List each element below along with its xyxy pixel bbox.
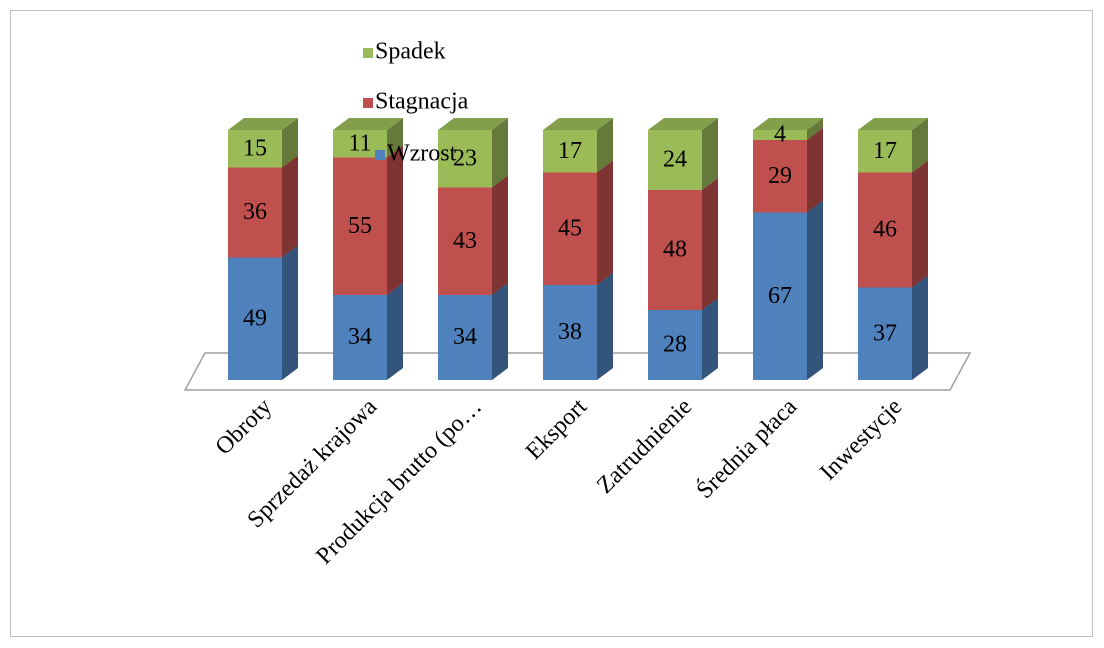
bar-side xyxy=(387,145,403,295)
data-label: 34 xyxy=(453,324,477,350)
bar xyxy=(228,130,282,168)
bar-side xyxy=(807,200,823,380)
bar xyxy=(543,172,597,285)
bar-top xyxy=(858,118,928,130)
data-label: 15 xyxy=(243,135,267,161)
data-label: 67 xyxy=(768,283,792,309)
bar xyxy=(438,130,492,188)
bar xyxy=(753,212,807,380)
bar-side xyxy=(597,160,613,285)
bar xyxy=(858,287,912,380)
bar-side xyxy=(597,273,613,380)
bar-side xyxy=(492,118,508,188)
data-label: 36 xyxy=(243,199,267,225)
bar-side xyxy=(597,118,613,173)
legend-swatch xyxy=(375,150,385,160)
bar-side xyxy=(492,283,508,380)
bar-side xyxy=(702,298,718,380)
bar xyxy=(858,172,912,288)
bar xyxy=(438,295,492,380)
bar-side xyxy=(282,245,298,380)
bar xyxy=(648,130,702,190)
bar-side xyxy=(702,178,718,310)
bar-side xyxy=(387,118,403,158)
bar xyxy=(543,130,597,173)
bar xyxy=(648,310,702,380)
bar-side xyxy=(807,118,823,140)
bar-top xyxy=(438,118,508,130)
bar xyxy=(753,130,807,140)
bar-top xyxy=(228,118,298,130)
data-label: 24 xyxy=(663,147,687,173)
data-label: 46 xyxy=(873,217,897,243)
bar-side xyxy=(912,275,928,380)
bar-side xyxy=(492,175,508,295)
bar-side xyxy=(387,283,403,380)
bar-top xyxy=(333,118,403,130)
bar xyxy=(858,130,912,173)
data-label: 17 xyxy=(558,138,582,164)
legend-swatch xyxy=(363,48,373,58)
data-label: 43 xyxy=(453,228,477,254)
data-label: 45 xyxy=(558,215,582,241)
data-label: 49 xyxy=(243,305,267,331)
bar-side xyxy=(912,160,928,288)
data-label: 23 xyxy=(453,145,477,171)
bar-top xyxy=(543,118,613,130)
bar xyxy=(753,140,807,213)
data-label: 34 xyxy=(348,324,372,350)
data-label: 4 xyxy=(774,122,786,148)
data-label: 29 xyxy=(768,163,792,189)
bar-side xyxy=(282,155,298,258)
data-label: 48 xyxy=(663,237,687,263)
data-label: 38 xyxy=(558,319,582,345)
bar xyxy=(333,295,387,380)
legend-swatch xyxy=(363,98,373,108)
data-label: 17 xyxy=(873,138,897,164)
bar xyxy=(228,257,282,380)
bar xyxy=(438,187,492,295)
data-label: 28 xyxy=(663,332,687,358)
bar xyxy=(648,190,702,310)
legend-label: Stagnacja xyxy=(375,89,469,115)
bar-side xyxy=(282,118,298,168)
bar-side xyxy=(702,118,718,190)
bar xyxy=(228,167,282,258)
bar-top xyxy=(753,118,823,130)
data-label: 37 xyxy=(873,320,897,346)
bar xyxy=(333,157,387,295)
data-label: 55 xyxy=(348,213,372,239)
legend-label: Spadek xyxy=(375,39,446,65)
bar-top xyxy=(648,118,718,130)
data-label: 11 xyxy=(348,130,371,156)
legend-label: Wzrost xyxy=(387,141,457,167)
bar-side xyxy=(807,128,823,213)
bar xyxy=(543,285,597,380)
bar-side xyxy=(912,118,928,173)
